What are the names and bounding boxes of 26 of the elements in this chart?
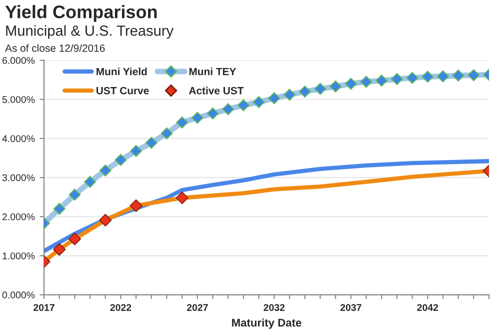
text: As of close 12/9/2016 [5,44,105,52]
point [53,243,66,256]
point [130,199,142,212]
y-tick-label: 6.000% [2,57,35,64]
legend-label: Muni TEY [189,68,236,76]
legend-label: Muni Yield [96,68,147,76]
point [176,192,188,204]
point [68,232,81,246]
legend-label: UST Curve [96,86,149,94]
y-tick-label: 2.000% [2,213,35,220]
x-tick-label: 2022 [110,304,132,311]
y-tick-label: 0.000% [2,292,35,298]
chart-title: Yield Comparison [5,5,157,22]
y-tick-label: 3.000% [2,174,35,182]
y-tick-label: 5.000% [2,96,35,103]
x-tick-label: 2027 [186,304,208,311]
x-tick-label: 2042 [417,304,438,311]
chart-subtitle: Municipal & U.S. Treasury [6,25,174,39]
x-tick-label: 2032 [264,304,285,311]
x-tick-label: 2037 [340,304,362,311]
y-tick-label: 1.000% [2,252,35,260]
point [99,214,112,226]
y-tick-label: 4.000% [2,135,35,142]
x-tick-label: 2017 [34,304,54,311]
legend-label: Active UST [188,86,244,94]
x-axis-title: Maturity Date [232,318,302,329]
